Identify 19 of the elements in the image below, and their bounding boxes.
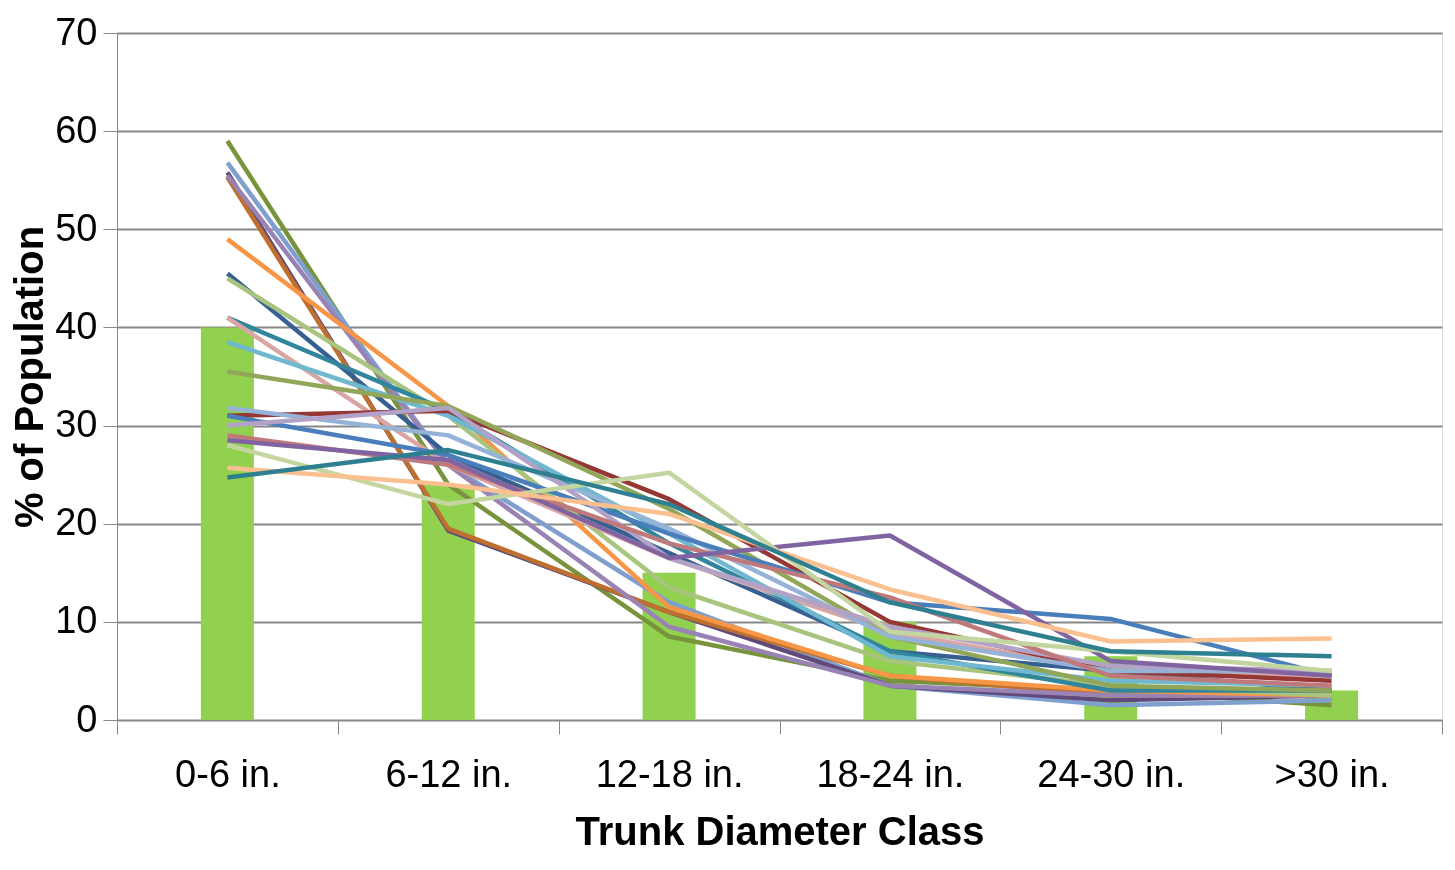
y-tick-label: 60 xyxy=(55,108,98,151)
y-tick-label: 50 xyxy=(55,206,98,249)
bar xyxy=(421,484,475,720)
x-tick-label: 12-18 in. xyxy=(595,752,744,795)
x-tick-label: 0-6 in. xyxy=(175,752,281,795)
y-tick-label: 10 xyxy=(55,599,98,642)
y-axis-title: % of Population xyxy=(7,225,52,529)
bar xyxy=(200,327,254,720)
y-tick-label: 20 xyxy=(55,501,98,544)
x-tick-label: >30 in. xyxy=(1274,752,1390,795)
x-tick-label: 24-30 in. xyxy=(1037,752,1186,795)
y-tick-label: 70 xyxy=(55,10,98,53)
x-tick-label: 18-24 in. xyxy=(816,752,965,795)
line-series xyxy=(225,465,1334,644)
x-tick-label: 6-12 in. xyxy=(385,752,513,795)
y-tick-label: 40 xyxy=(55,304,98,347)
y-tick-label: 30 xyxy=(55,403,98,446)
x-axis-title: Trunk Diameter Class xyxy=(575,808,985,853)
y-tick-label: 0 xyxy=(76,697,98,740)
